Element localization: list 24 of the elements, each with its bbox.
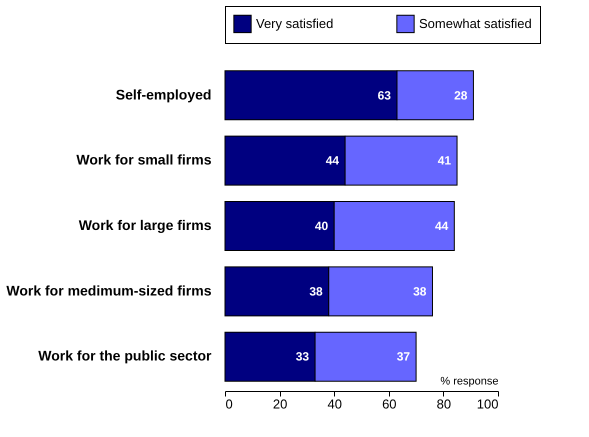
data-label: 44: [434, 219, 449, 233]
x-tick-label: 0: [226, 396, 233, 412]
y-tick-label: Work for the public sector: [38, 348, 212, 364]
data-label: 28: [454, 88, 468, 102]
x-tick-label: 60: [382, 396, 397, 412]
data-label: 41: [438, 154, 452, 168]
data-label: 63: [378, 88, 392, 102]
y-tick-label: Work for medimum-sized firms: [6, 282, 212, 298]
x-tick-label: 40: [327, 396, 342, 412]
x-tick-label: 80: [436, 396, 452, 412]
data-label: 44: [326, 154, 340, 168]
x-tick-label: 100: [476, 396, 498, 412]
y-tick-label: Self-employed: [116, 86, 212, 102]
legend-label: Somewhat satisfied: [419, 16, 532, 31]
x-tick-label: 20: [272, 396, 288, 412]
x-axis-title: % response: [440, 376, 498, 388]
data-label: 33: [296, 350, 310, 364]
data-label: 40: [314, 219, 329, 233]
data-label: 37: [396, 350, 410, 364]
data-label: 38: [309, 284, 324, 298]
y-tick-label: Work for small firms: [76, 152, 212, 168]
y-tick-label: Work for large firms: [78, 217, 212, 233]
data-label: 38: [413, 284, 427, 298]
legend-label: Very satisfied: [256, 16, 334, 31]
